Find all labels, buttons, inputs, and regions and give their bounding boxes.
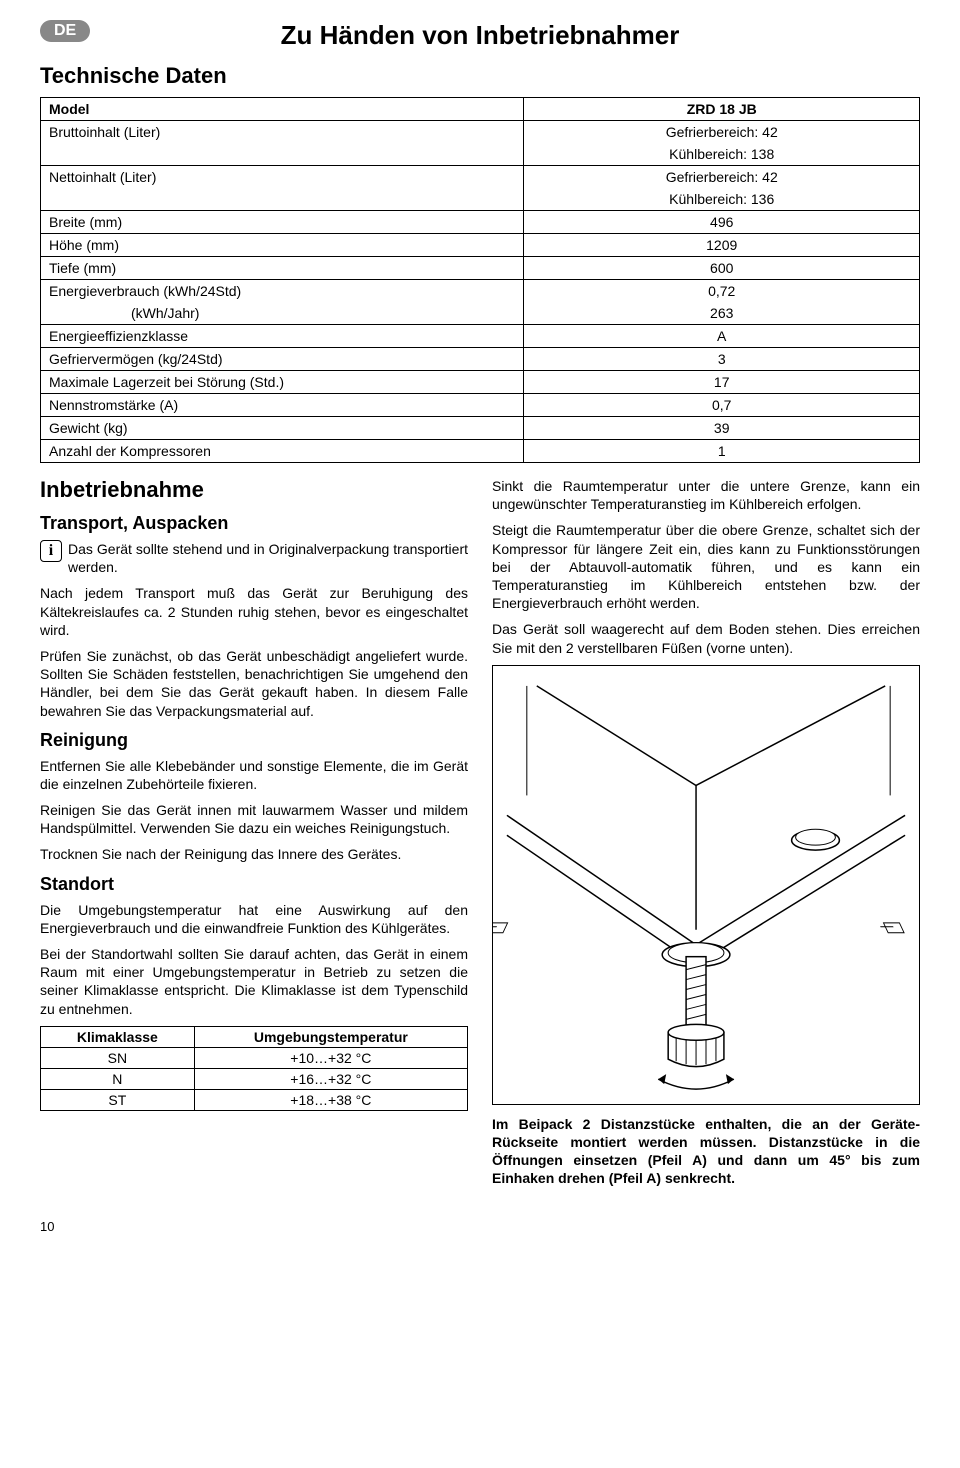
table-row: N+16…+32 °C xyxy=(41,1068,468,1089)
info-icon: i xyxy=(40,540,62,562)
table-header-row: Klimaklasse Umgebungstemperatur xyxy=(41,1026,468,1047)
transport-title: Transport, Auspacken xyxy=(40,513,468,534)
standort-title: Standort xyxy=(40,874,468,895)
table-row: Tiefe (mm)600 xyxy=(41,257,920,280)
tech-data-title: Technische Daten xyxy=(40,63,920,89)
leveling-foot-diagram xyxy=(492,665,920,1105)
table-row: Nettoinhalt (Liter)Gefrierbereich: 42 xyxy=(41,166,920,189)
paragraph: Steigt die Raumtemperatur über die obere… xyxy=(492,521,920,612)
table-row: Gefriervermögen (kg/24Std)3 xyxy=(41,348,920,371)
tech-data-table: Model ZRD 18 JB Bruttoinhalt (Liter)Gefr… xyxy=(40,97,920,463)
table-row: Energieverbrauch (kWh/24Std)0,72 xyxy=(41,280,920,303)
paragraph: Das Gerät soll waagerecht auf dem Boden … xyxy=(492,620,920,656)
right-column: Sinkt die Raumtemperatur unter die unter… xyxy=(492,477,920,1195)
paragraph-text: Das Gerät sollte stehend und in Original… xyxy=(68,541,468,575)
paragraph: Nach jedem Transport muß das Gerät zur B… xyxy=(40,584,468,639)
language-badge: DE xyxy=(40,20,90,42)
table-row: Bruttoinhalt (Liter)Gefrierbereich: 42 xyxy=(41,121,920,144)
table-row: Anzahl der Kompressoren1 xyxy=(41,440,920,463)
diagram-svg xyxy=(493,666,919,1104)
paragraph: Trocknen Sie nach der Reinigung das Inne… xyxy=(40,845,468,863)
table-header-cell: ZRD 18 JB xyxy=(524,98,920,121)
info-paragraph: i Das Gerät sollte stehend und in Origin… xyxy=(40,540,468,576)
climate-table: Klimaklasse Umgebungstemperatur SN+10…+3… xyxy=(40,1026,468,1111)
table-header-cell: Model xyxy=(41,98,524,121)
table-row: Kühlbereich: 138 xyxy=(41,143,920,166)
table-row: EnergieeffizienzklasseA xyxy=(41,325,920,348)
main-title: Zu Händen von Inbetriebnahmer xyxy=(40,20,920,51)
left-column: Inbetriebnahme Transport, Auspacken i Da… xyxy=(40,477,468,1195)
paragraph: Entfernen Sie alle Klebebänder und sonst… xyxy=(40,757,468,793)
diagram-caption: Im Beipack 2 Distanzstücke enthalten, di… xyxy=(492,1115,920,1188)
table-row: (kWh/Jahr)263 xyxy=(41,302,920,325)
table-row: Breite (mm)496 xyxy=(41,211,920,234)
table-row: Kühlbereich: 136 xyxy=(41,188,920,211)
table-row: Maximale Lagerzeit bei Störung (Std.)17 xyxy=(41,371,920,394)
paragraph: Die Umgebungstemperatur hat eine Auswirk… xyxy=(40,901,468,937)
reinigung-title: Reinigung xyxy=(40,730,468,751)
table-row: Höhe (mm)1209 xyxy=(41,234,920,257)
paragraph: Bei der Standortwahl sollten Sie darauf … xyxy=(40,945,468,1018)
table-header-cell: Umgebungstemperatur xyxy=(194,1026,467,1047)
page-number: 10 xyxy=(40,1219,920,1234)
paragraph: Reinigen Sie das Gerät innen mit lauwarm… xyxy=(40,801,468,837)
paragraph: Prüfen Sie zunächst, ob das Gerät unbesc… xyxy=(40,647,468,720)
table-row: ST+18…+38 °C xyxy=(41,1089,468,1110)
inbetriebnahme-title: Inbetriebnahme xyxy=(40,477,468,503)
table-row: SN+10…+32 °C xyxy=(41,1047,468,1068)
table-row: Gewicht (kg)39 xyxy=(41,417,920,440)
table-header-cell: Klimaklasse xyxy=(41,1026,195,1047)
table-row: Nennstromstärke (A)0,7 xyxy=(41,394,920,417)
table-header-row: Model ZRD 18 JB xyxy=(41,98,920,121)
paragraph: Sinkt die Raumtemperatur unter die unter… xyxy=(492,477,920,513)
